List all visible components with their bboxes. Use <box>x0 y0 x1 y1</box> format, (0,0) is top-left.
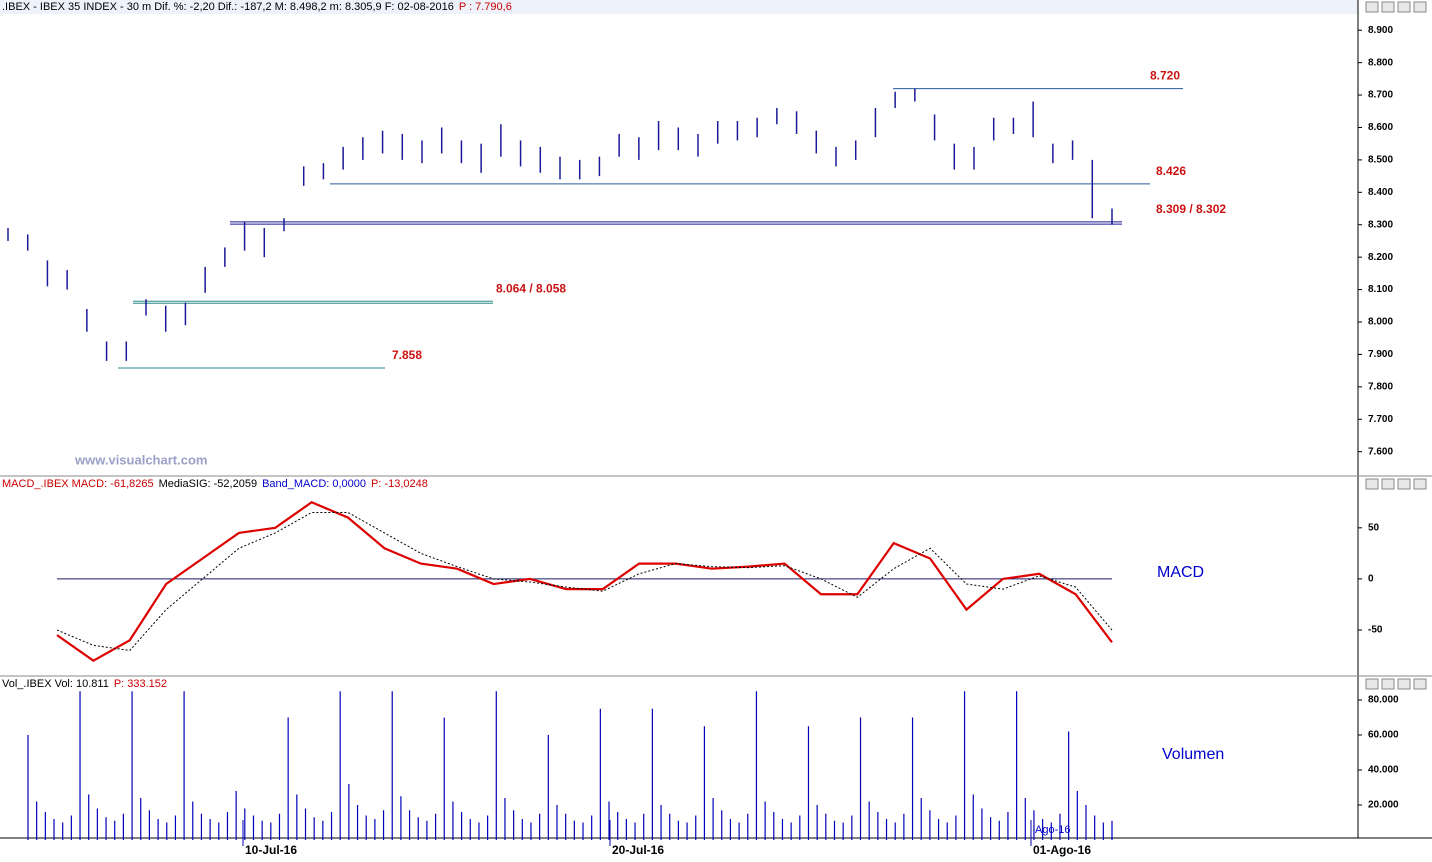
indicator-label: Volumen <box>1162 746 1224 763</box>
header-part: .IBEX - IBEX 35 INDEX - 30 m Dif. %: -2,… <box>2 1 454 13</box>
level-label: 7.858 <box>392 348 422 362</box>
close-button[interactable] <box>1413 478 1427 490</box>
maximize-button[interactable] <box>1381 678 1395 690</box>
level-label: 8.309 / 8.302 <box>1156 202 1226 216</box>
y-tick-label: 8.100 <box>1368 284 1393 295</box>
y-tick-label: 8.700 <box>1368 90 1393 101</box>
y-tick-label: 8.900 <box>1368 25 1393 36</box>
y-tick-label: 7.700 <box>1368 414 1393 425</box>
y-tick-label: 8.500 <box>1368 155 1393 166</box>
y-tick-label: 7.800 <box>1368 381 1393 392</box>
minimize-button[interactable] <box>1365 1 1379 13</box>
y-tick-label: 7.900 <box>1368 349 1393 360</box>
x-tick-label: 10-Jul-16 <box>245 843 297 857</box>
close-button[interactable] <box>1413 1 1427 13</box>
level-label: 8.064 / 8.058 <box>496 281 566 295</box>
level-label: 8.426 <box>1156 164 1186 178</box>
y-tick-label: 8.800 <box>1368 57 1393 68</box>
level-label: 8.720 <box>1150 69 1180 83</box>
pane-header: Vol_.IBEX Vol: 10.811 P: 333.152 <box>2 678 167 690</box>
minimize-button[interactable] <box>1365 678 1379 690</box>
y-tick-label: 8.600 <box>1368 122 1393 133</box>
restore-button[interactable] <box>1397 478 1411 490</box>
y-tick-label: -50 <box>1368 625 1383 636</box>
header-part: P: -13,0248 <box>371 478 428 490</box>
header-part: MediaSIG: -52,2059 <box>159 478 257 490</box>
y-tick-label: 8.200 <box>1368 252 1393 263</box>
y-tick-label: 8.400 <box>1368 187 1393 198</box>
y-tick-label: 8.300 <box>1368 219 1393 230</box>
macd-line <box>56 501 1113 662</box>
header-part: Band_MACD: 0,0000 <box>262 478 366 490</box>
y-tick-label: 80.000 <box>1368 695 1399 706</box>
y-tick-label: 60.000 <box>1368 730 1399 741</box>
header-bar <box>0 0 1358 14</box>
indicator-label: MACD <box>1157 564 1204 581</box>
minimize-button[interactable] <box>1365 478 1379 490</box>
maximize-button[interactable] <box>1381 478 1395 490</box>
header-part: Vol_.IBEX Vol: 10.811 <box>2 678 109 690</box>
y-tick-label: 50 <box>1368 522 1380 533</box>
header-part: P : 7.790,6 <box>459 1 512 13</box>
y-tick-label: 7.600 <box>1368 446 1393 457</box>
close-button[interactable] <box>1413 678 1427 690</box>
window-buttons[interactable] <box>1365 1 1427 690</box>
header-part: MACD_.IBEX MACD: -61,8265 <box>2 478 154 490</box>
x-tick-label: 01-Ago-16 <box>1033 843 1091 857</box>
y-tick-label: 20.000 <box>1368 800 1399 811</box>
pane-header: MACD_.IBEX MACD: -61,8265 MediaSIG: -52,2… <box>2 478 428 490</box>
y-tick-label: 0 <box>1368 574 1374 585</box>
restore-button[interactable] <box>1397 1 1411 13</box>
watermark: www.visualchart.com <box>74 452 207 467</box>
restore-button[interactable] <box>1397 678 1411 690</box>
y-tick-label: 8.000 <box>1368 317 1393 328</box>
annotation: Ago-16 <box>1035 824 1070 836</box>
y-tick-label: 40.000 <box>1368 765 1399 776</box>
pane-header: .IBEX - IBEX 35 INDEX - 30 m Dif. %: -2,… <box>2 1 512 13</box>
x-tick-label: 20-Jul-16 <box>612 843 664 857</box>
header-part: P: 333.152 <box>114 678 167 690</box>
maximize-button[interactable] <box>1381 1 1395 13</box>
signal-line <box>56 511 1113 652</box>
